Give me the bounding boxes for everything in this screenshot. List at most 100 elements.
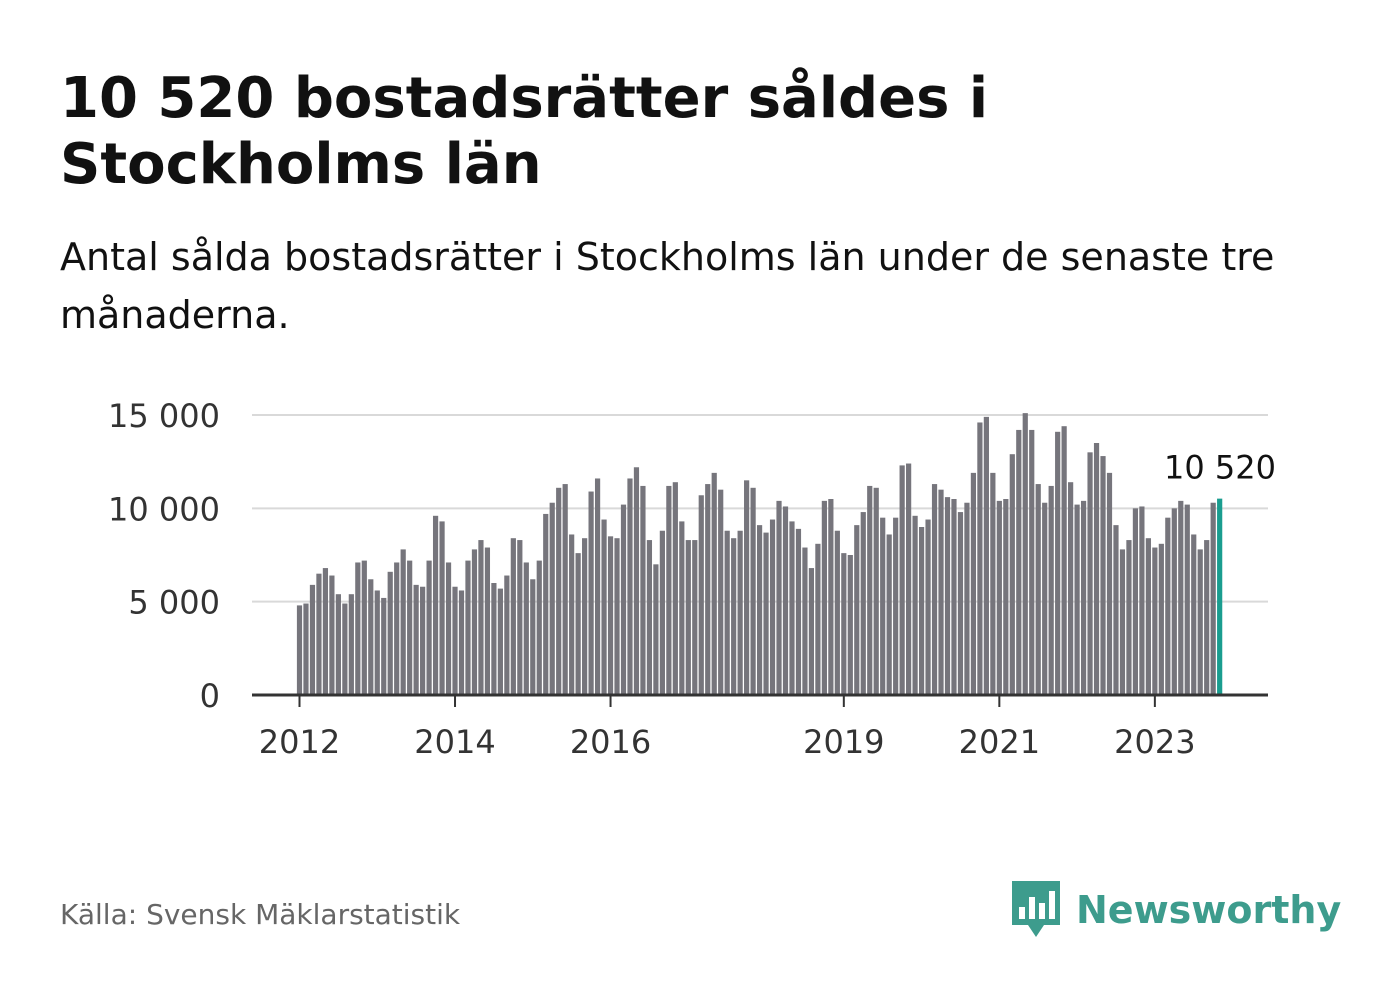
bar bbox=[445, 562, 452, 695]
bar bbox=[569, 534, 575, 695]
bar bbox=[523, 562, 529, 695]
bar bbox=[458, 590, 465, 695]
y-tick-label: 15 000 bbox=[108, 397, 220, 435]
bar bbox=[342, 603, 348, 695]
bar bbox=[834, 530, 840, 695]
x-tick-label: 2023 bbox=[1114, 723, 1195, 761]
bar bbox=[296, 605, 303, 695]
x-tick-label: 2014 bbox=[414, 723, 495, 761]
chart-title: 10 520 bostadsrätter såldes i Stockholms… bbox=[60, 66, 989, 197]
bar bbox=[653, 564, 659, 695]
bar bbox=[588, 491, 594, 695]
bar bbox=[1106, 472, 1113, 695]
bar bbox=[497, 588, 503, 695]
bar bbox=[387, 571, 393, 695]
bar bbox=[1204, 540, 1210, 695]
bar bbox=[478, 540, 484, 695]
bar bbox=[633, 467, 640, 695]
bar-chart-speech-bubble-icon bbox=[1012, 881, 1060, 937]
bar bbox=[918, 527, 925, 695]
bar bbox=[1048, 485, 1054, 695]
bar bbox=[543, 513, 549, 695]
bar bbox=[1132, 508, 1139, 695]
bar bbox=[335, 594, 341, 695]
chart-subtitle: Antal sålda bostadsrätter i Stockholms l… bbox=[60, 235, 1275, 337]
bar bbox=[562, 484, 568, 695]
newsworthy-logo[interactable]: Newsworthy bbox=[1010, 878, 1341, 942]
bar bbox=[1145, 538, 1151, 695]
bar bbox=[1087, 452, 1093, 695]
bar bbox=[510, 538, 516, 695]
bar bbox=[432, 515, 439, 695]
bar bbox=[672, 482, 678, 695]
bar bbox=[575, 553, 581, 695]
brand-name: Newsworthy bbox=[1076, 888, 1342, 932]
bar bbox=[679, 521, 685, 695]
bar bbox=[601, 519, 607, 695]
bar bbox=[782, 506, 789, 695]
bar bbox=[582, 538, 588, 695]
bar bbox=[808, 568, 815, 695]
bar bbox=[1022, 413, 1028, 695]
bar bbox=[452, 586, 458, 695]
bar bbox=[303, 603, 309, 695]
x-tick-label: 2019 bbox=[803, 723, 884, 761]
bar bbox=[847, 555, 853, 695]
bar bbox=[1016, 429, 1022, 695]
bar bbox=[685, 540, 691, 695]
bar bbox=[983, 416, 989, 695]
bar bbox=[970, 472, 977, 695]
highlight-bar bbox=[1217, 498, 1223, 695]
bar bbox=[316, 573, 322, 695]
bar bbox=[821, 500, 827, 695]
bar bbox=[925, 519, 931, 695]
bar bbox=[873, 487, 879, 695]
bar bbox=[737, 530, 743, 695]
bar bbox=[607, 536, 614, 695]
bar bbox=[1126, 540, 1132, 695]
bar bbox=[724, 530, 730, 695]
bar bbox=[1042, 502, 1048, 695]
x-axis: 2012 2014 2016 2019 2021 2023 bbox=[252, 693, 1268, 761]
bar bbox=[491, 583, 497, 695]
bar bbox=[659, 530, 665, 695]
bar bbox=[744, 480, 750, 695]
bar bbox=[309, 584, 316, 695]
bar bbox=[731, 538, 737, 695]
bar bbox=[964, 502, 970, 695]
bar bbox=[763, 532, 769, 695]
bar bbox=[355, 562, 361, 695]
bar bbox=[867, 485, 873, 695]
bar bbox=[698, 495, 704, 695]
bar bbox=[860, 512, 866, 695]
y-tick-label: 0 bbox=[200, 677, 220, 715]
bar bbox=[407, 560, 413, 695]
bar bbox=[400, 549, 406, 695]
bar bbox=[996, 500, 1002, 695]
bar bbox=[413, 584, 419, 695]
bar bbox=[828, 499, 834, 695]
bar bbox=[1191, 534, 1197, 695]
bar bbox=[368, 579, 374, 695]
bar bbox=[951, 499, 957, 695]
bar bbox=[880, 517, 886, 695]
bar bbox=[815, 543, 821, 695]
bar bbox=[990, 472, 996, 695]
bar bbox=[465, 560, 471, 695]
y-axis-labels: 0 5 000 10 000 15 000 bbox=[108, 397, 220, 715]
bar bbox=[1165, 517, 1171, 695]
bar bbox=[329, 575, 335, 695]
bar bbox=[1158, 543, 1164, 695]
bar bbox=[517, 540, 523, 695]
bar bbox=[711, 472, 717, 695]
y-tick-label: 10 000 bbox=[108, 490, 220, 528]
bar bbox=[1152, 547, 1158, 695]
bar bbox=[361, 560, 367, 695]
bar bbox=[1074, 504, 1080, 695]
bar bbox=[776, 500, 782, 695]
bar bbox=[556, 487, 562, 695]
bar bbox=[536, 560, 542, 695]
bar bbox=[666, 485, 672, 695]
bar bbox=[1178, 500, 1184, 695]
bar bbox=[912, 515, 918, 695]
